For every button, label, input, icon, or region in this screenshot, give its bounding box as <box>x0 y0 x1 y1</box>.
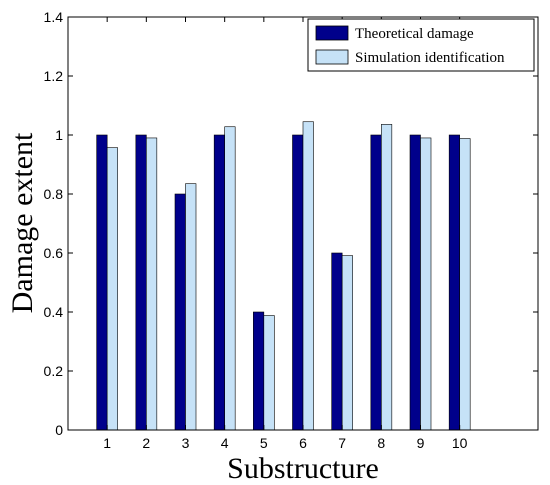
x-tick-label: 8 <box>377 435 385 451</box>
y-tick-label: 0 <box>55 422 63 438</box>
ticks-layer: 0 0.2 0.4 0.6 0.8 1 1.2 1.4 1 2 3 4 5 6 7 8 9 10 <box>44 9 538 451</box>
x-tick-label: 6 <box>299 435 307 451</box>
x-tick-label: 10 <box>452 435 468 451</box>
bars-layer <box>96 121 471 431</box>
bar-simulation-3 <box>185 183 197 431</box>
y-tick-label: 0.2 <box>44 363 64 379</box>
y-tick-label: 0.8 <box>44 186 64 202</box>
y-tick-label: 1.4 <box>44 9 64 25</box>
bar-simulation-6 <box>302 121 314 431</box>
bar-theoretical-3 <box>174 193 186 431</box>
bar-theoretical-2 <box>135 134 147 431</box>
x-tick-label: 1 <box>103 435 111 451</box>
bar-theoretical-1 <box>96 134 108 431</box>
bar-simulation-10 <box>459 138 471 431</box>
bar-simulation-8 <box>381 124 393 431</box>
plot-frame <box>67 16 539 431</box>
legend-swatch-simulation <box>315 49 349 65</box>
legend: Theoretical damage Simulation identifica… <box>307 18 535 72</box>
bar-theoretical-4 <box>213 134 225 431</box>
bar-theoretical-5 <box>253 311 265 431</box>
x-tick-label: 9 <box>417 435 425 451</box>
x-tick-label: 3 <box>182 435 190 451</box>
bar-simulation-7 <box>341 255 353 431</box>
legend-swatch-theoretical <box>315 25 349 41</box>
y-tick-label: 1.2 <box>44 68 64 84</box>
bar-theoretical-7 <box>331 252 343 431</box>
x-tick-label: 7 <box>338 435 346 451</box>
x-tick-label: 4 <box>221 435 229 451</box>
bar-simulation-2 <box>146 137 158 431</box>
bar-simulation-5 <box>263 315 275 431</box>
bar-simulation-9 <box>420 137 432 431</box>
x-axis-title: Substructure <box>227 452 379 485</box>
bar-theoretical-9 <box>409 134 421 431</box>
y-tick-label: 1 <box>55 127 63 143</box>
bar-theoretical-6 <box>292 134 304 431</box>
y-tick-label: 0.4 <box>44 304 64 320</box>
legend-label-theoretical: Theoretical damage <box>355 26 474 42</box>
y-tick-label: 0.6 <box>44 245 64 261</box>
x-tick-label: 5 <box>260 435 268 451</box>
bar-theoretical-8 <box>370 134 382 431</box>
y-axis-title: Damage extent <box>6 132 39 313</box>
x-tick-label: 2 <box>142 435 150 451</box>
bar-simulation-4 <box>224 126 236 431</box>
bar-theoretical-10 <box>448 134 460 431</box>
bar-simulation-1 <box>106 147 118 431</box>
legend-label-simulation: Simulation identification <box>355 50 505 66</box>
